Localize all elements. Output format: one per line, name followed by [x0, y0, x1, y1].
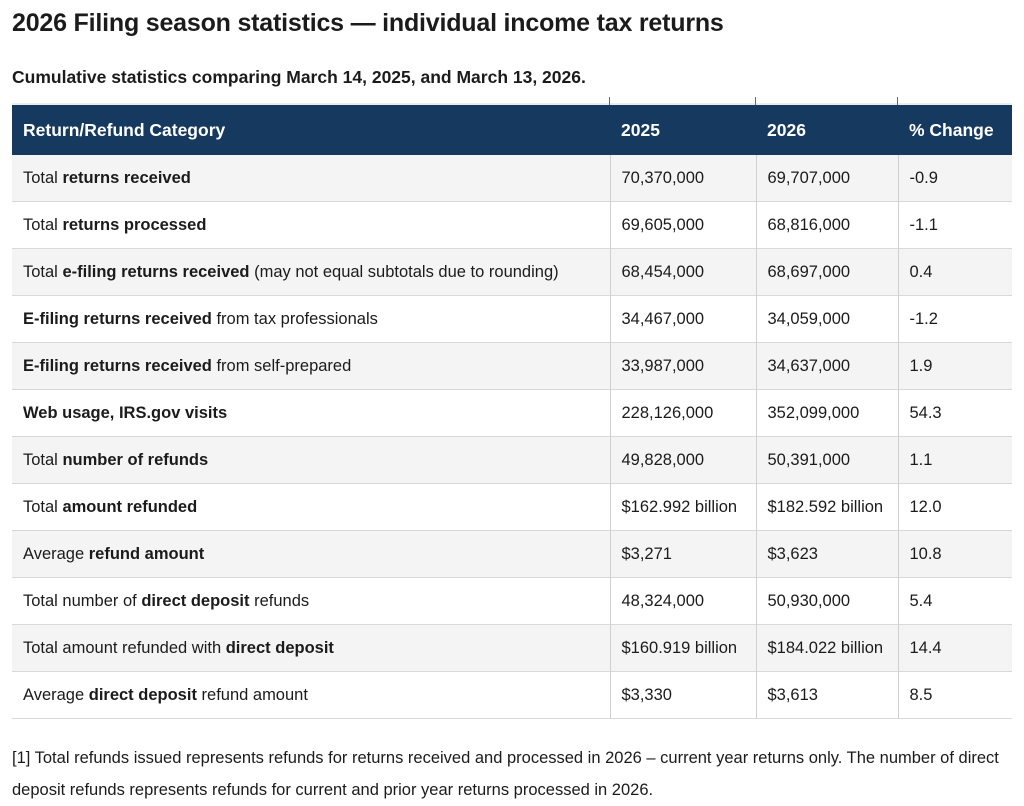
category-cell: Average direct deposit refund amount — [12, 671, 610, 719]
value-2026-cell: 50,930,000 — [755, 577, 898, 625]
column-header-2026: 2026 — [755, 98, 898, 155]
page-subtitle: Cumulative statistics comparing March 14… — [12, 67, 586, 87]
category-cell: Web usage, IRS.gov visits — [12, 389, 610, 437]
column-header-pct-change: % Change — [897, 98, 1012, 155]
value-2026-cell: $184.022 billion — [755, 624, 898, 672]
value-2025-cell: $162.992 billion — [609, 483, 756, 531]
value-2026-cell: $3,623 — [755, 530, 898, 578]
column-header-2025: 2025 — [609, 98, 756, 155]
pct-change-cell: 1.9 — [897, 342, 1012, 390]
category-cell: Total amount refunded with direct deposi… — [12, 624, 610, 672]
pct-change-cell: 54.3 — [897, 389, 1012, 437]
value-2025-cell: 48,324,000 — [609, 577, 756, 625]
value-2025-cell: $3,330 — [609, 671, 756, 719]
value-2025-cell: 228,126,000 — [609, 389, 756, 437]
category-cell: Total amount refunded — [12, 483, 610, 531]
value-2026-cell: 68,697,000 — [755, 248, 898, 296]
pct-change-cell: -1.1 — [897, 201, 1012, 249]
table-row: Total amount refunded $162.992 billion $18… — [12, 483, 1012, 531]
value-2026-cell: $182.592 billion — [755, 483, 898, 531]
value-2025-cell: 70,370,000 — [609, 155, 756, 202]
category-cell: E-filing returns received from tax profe… — [12, 295, 610, 343]
table-row: Total number of refunds 49,828,000 50,391,… — [12, 436, 1012, 484]
category-cell: Total number of direct deposit refunds — [12, 577, 610, 625]
page-title: 2026 Filing season statistics — individu… — [12, 9, 724, 37]
value-2026-cell: $3,613 — [755, 671, 898, 719]
value-2026-cell: 34,637,000 — [755, 342, 898, 390]
pct-change-cell: 10.8 — [897, 530, 1012, 578]
table-row: Average direct deposit refund amount $3,3… — [12, 671, 1012, 719]
table-row: Total amount refunded with direct deposi… — [12, 624, 1012, 672]
value-2025-cell: 34,467,000 — [609, 295, 756, 343]
table-row: E-filing returns received from self-prep… — [12, 342, 1012, 390]
table-row: Total returns processed 69,605,000 68,816,… — [12, 201, 1012, 249]
table-row: E-filing returns received from tax profe… — [12, 295, 1012, 343]
value-2026-cell: 68,816,000 — [755, 201, 898, 249]
category-cell: Total returns processed — [12, 201, 610, 249]
table-row: Web usage, IRS.gov visits 228,126,000 352,… — [12, 389, 1012, 437]
pct-change-cell: -0.9 — [897, 155, 1012, 202]
value-2026-cell: 50,391,000 — [755, 436, 898, 484]
category-cell: Total e-filing returns received (may not… — [12, 248, 610, 296]
value-2025-cell: 33,987,000 — [609, 342, 756, 390]
value-2025-cell: 68,454,000 — [609, 248, 756, 296]
value-2026-cell: 34,059,000 — [755, 295, 898, 343]
footnote: [1] Total refunds issued represents refu… — [12, 749, 999, 799]
table-row: Total e-filing returns received (may not… — [12, 248, 1012, 296]
pct-change-cell: 1.1 — [897, 436, 1012, 484]
table-row: Average refund amount $3,271 $3,623 10.8 — [12, 530, 1012, 578]
column-header-category: Return/Refund Category — [12, 103, 610, 155]
category-cell: Average refund amount — [12, 530, 610, 578]
pct-change-cell: 5.4 — [897, 577, 1012, 625]
statistics-table: Return/Refund Category 2025 2026 % Chang… — [12, 98, 1012, 719]
pct-change-cell: 0.4 — [897, 248, 1012, 296]
table-body: Total returns received 70,370,000 69,707,0… — [12, 155, 1012, 719]
value-2026-cell: 69,707,000 — [755, 155, 898, 202]
table-row: Total number of direct deposit refunds 48… — [12, 577, 1012, 625]
table-header-row: Return/Refund Category 2025 2026 % Chang… — [12, 98, 1012, 155]
table-row: Total returns received 70,370,000 69,707,0… — [12, 155, 1012, 202]
value-2026-cell: 352,099,000 — [755, 389, 898, 437]
value-2025-cell: 69,605,000 — [609, 201, 756, 249]
value-2025-cell: $3,271 — [609, 530, 756, 578]
pct-change-cell: 8.5 — [897, 671, 1012, 719]
value-2025-cell: 49,828,000 — [609, 436, 756, 484]
pct-change-cell: 14.4 — [897, 624, 1012, 672]
pct-change-cell: -1.2 — [897, 295, 1012, 343]
category-cell: Total returns received — [23, 168, 191, 187]
category-cell: Total number of refunds — [12, 436, 610, 484]
pct-change-cell: 12.0 — [897, 483, 1012, 531]
category-cell: E-filing returns received from self-prep… — [12, 342, 610, 390]
value-2025-cell: $160.919 billion — [609, 624, 756, 672]
